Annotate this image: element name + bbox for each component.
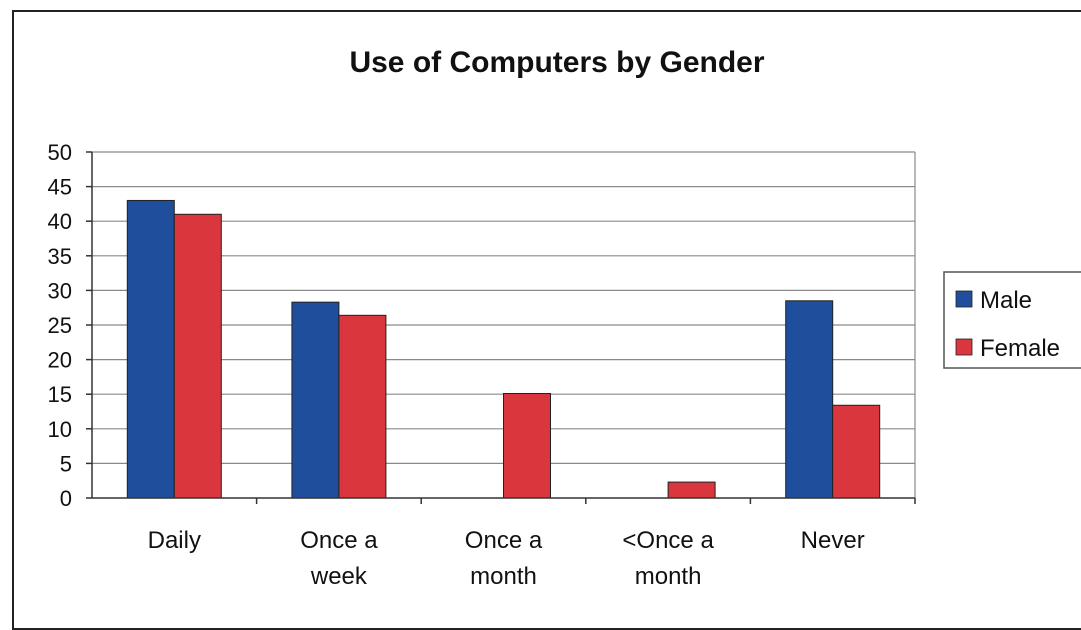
bar-male-1 (291, 301, 340, 499)
y-tick-label: 15 (48, 382, 72, 407)
y-tick-labels: 0 5 10 15 20 25 30 35 40 45 50 (48, 140, 72, 511)
y-tick-label: 50 (48, 140, 72, 165)
y-tick-label: 0 (60, 486, 72, 511)
y-tick-label: 30 (48, 278, 72, 303)
x-tick-label: Daily (148, 527, 201, 554)
legend: Male Female (943, 271, 1081, 369)
y-tick-label: 25 (48, 313, 72, 338)
legend-label-female: Female (980, 335, 1060, 362)
y-tick-label: 45 (48, 175, 72, 200)
y-tick-label: 10 (48, 417, 72, 442)
bar-female-2 (503, 393, 551, 499)
bar-female-1 (338, 314, 387, 499)
chart-title: Use of Computers by Gender (349, 46, 764, 79)
legend-label-male: Male (980, 287, 1032, 314)
bar-female-0 (173, 213, 222, 499)
x-tick-label: Once a week (300, 527, 378, 590)
y-tick-label: 40 (48, 209, 72, 234)
y-tick-label: 20 (48, 348, 72, 373)
axes (86, 151, 916, 504)
bar-female-4 (832, 404, 881, 499)
legend-swatch-male (955, 290, 973, 308)
bar-male-0 (126, 199, 175, 499)
x-tick-labels: Daily Once a week Once a month <Once a month Ne… (148, 527, 865, 590)
y-tick-label: 5 (60, 451, 72, 476)
legend-swatch-female (955, 338, 973, 356)
y-tick-label: 35 (48, 244, 72, 269)
bar-female-3 (667, 481, 716, 499)
x-tick-label: <Once a month (622, 527, 714, 590)
x-tick-label: Once a month (465, 527, 543, 590)
bar-male-4 (785, 300, 834, 499)
x-tick-label: Never (801, 527, 865, 554)
bars (126, 199, 881, 499)
